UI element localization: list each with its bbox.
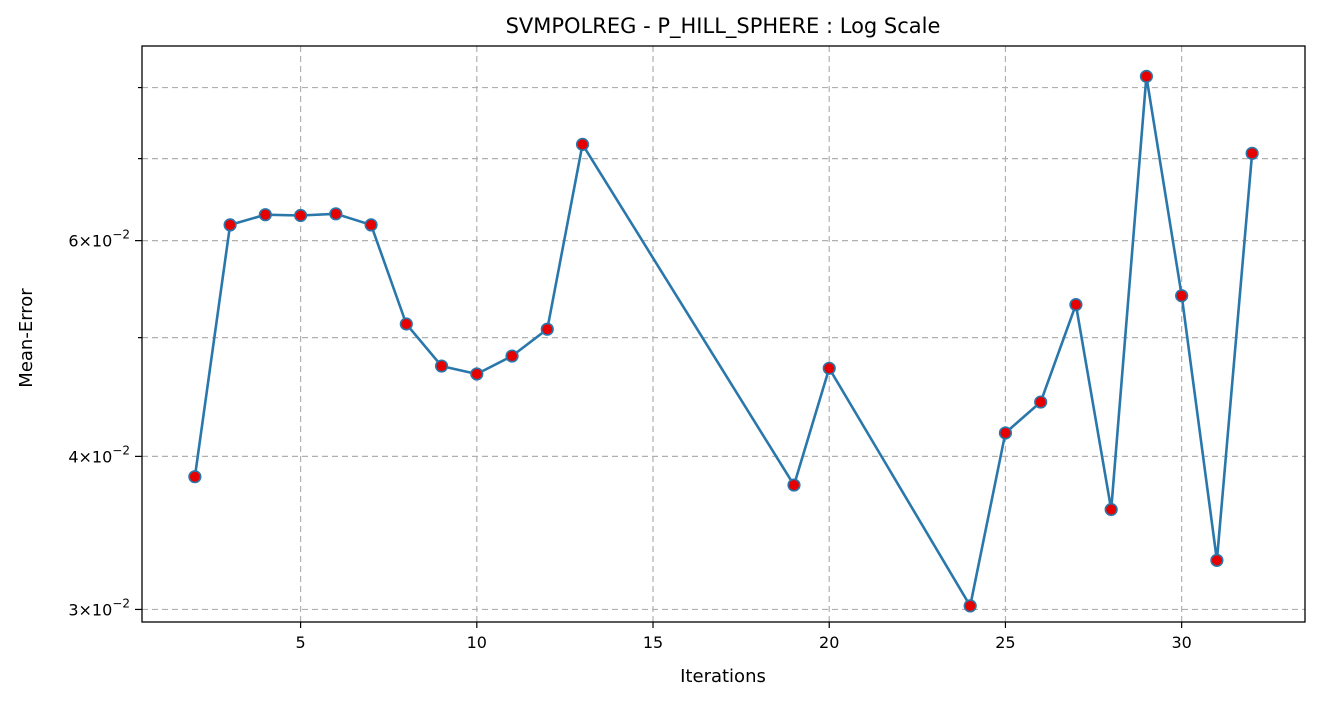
data-point	[1104, 502, 1118, 517]
chart-title: SVMPOLREG - P_HILL_SPHERE : Log Scale	[506, 14, 941, 39]
x-axis-label: Iterations	[680, 666, 766, 687]
data-point	[1139, 69, 1154, 83]
x-tick-label: 15	[643, 633, 663, 652]
data-point	[434, 359, 449, 373]
data-point	[1245, 146, 1259, 160]
data-point	[258, 208, 272, 222]
data-point	[1175, 289, 1189, 303]
data-point	[1034, 395, 1048, 409]
y-tick-label: 6×10−2	[68, 228, 130, 251]
x-tick-label: 10	[467, 633, 487, 652]
y-tick-label: 3×10−2	[68, 596, 130, 619]
x-tick-label: 25	[995, 633, 1015, 652]
data-point	[364, 218, 378, 232]
y-tick-label: 4×10−2	[68, 443, 130, 466]
data-point	[998, 426, 1013, 440]
x-tick-label: 30	[1171, 633, 1191, 652]
x-tick-label: 5	[295, 633, 305, 652]
data-point	[470, 367, 484, 381]
data-point	[505, 349, 519, 363]
data-point	[329, 207, 343, 221]
series-layer	[188, 69, 1259, 613]
data-point	[293, 208, 308, 223]
series-line	[193, 76, 1254, 610]
data-point	[188, 470, 202, 484]
data-point	[575, 137, 590, 151]
data-point	[822, 361, 836, 375]
data-point	[1069, 298, 1083, 312]
ticks: 5 10 15 20 25 30 3×10−2 4×10−2 6×10−2	[68, 86, 1192, 652]
data-point	[787, 478, 801, 492]
data-point	[540, 322, 554, 336]
plot-frame	[141, 45, 1306, 623]
data-point	[963, 599, 977, 613]
x-tick-label: 20	[819, 633, 839, 652]
grid-lines	[142, 46, 1305, 622]
data-point	[1210, 553, 1224, 567]
data-point	[399, 317, 413, 331]
data-point	[223, 218, 237, 232]
y-axis-label: Mean-Error	[16, 288, 37, 388]
